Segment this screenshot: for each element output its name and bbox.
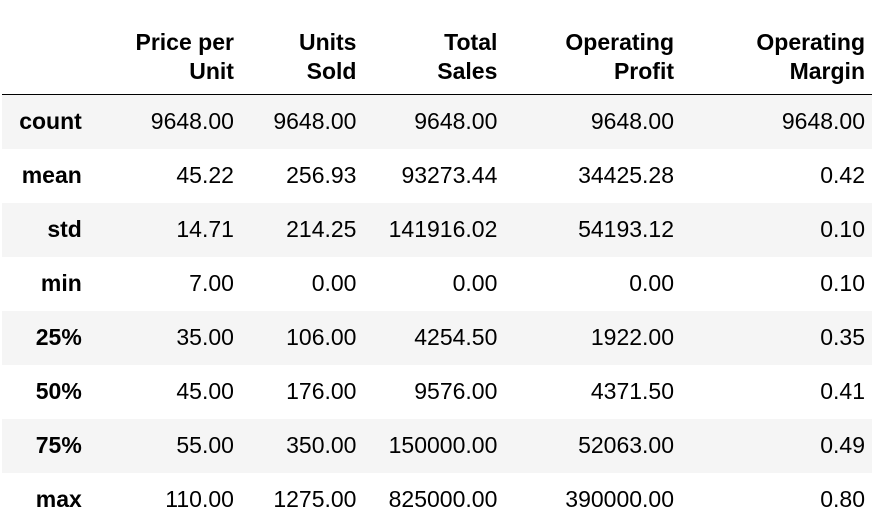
cell: 0.00 <box>452 270 498 296</box>
row-label-min: min <box>40 270 82 296</box>
table-row: mean 45.22 256.93 93273.44 34425.28 0.42 <box>2 149 872 203</box>
cell: 0.00 <box>311 270 357 296</box>
column-header-operating-profit: Operating Profit <box>504 0 682 95</box>
table-body: count 9648.00 9648.00 9648.00 9648.00 96… <box>2 94 872 527</box>
cell: 52063.00 <box>578 432 675 458</box>
column-header-price-per-unit: Price per Unit <box>89 0 241 95</box>
row-label-mean: mean <box>21 162 82 188</box>
cell: 93273.44 <box>401 162 498 188</box>
column-header-total-sales: Total Sales <box>363 0 505 95</box>
row-label-25-percent: 25% <box>35 324 82 350</box>
cell: 55.00 <box>176 432 234 458</box>
cell: 4254.50 <box>414 324 498 350</box>
cell: 0.41 <box>820 378 865 404</box>
cell: 9648.00 <box>273 108 357 135</box>
cell: 35.00 <box>176 324 234 350</box>
row-label-std: std <box>47 216 82 242</box>
cell: 54193.12 <box>578 216 675 242</box>
cell: 7.00 <box>189 270 234 296</box>
cell: 0.00 <box>629 270 675 296</box>
cell: 9648.00 <box>150 108 234 135</box>
cell: 9648.00 <box>590 108 675 135</box>
row-label-50-percent: 50% <box>35 378 82 404</box>
cell: 1922.00 <box>590 324 675 350</box>
cell: 0.80 <box>820 486 865 512</box>
cell: 4371.50 <box>590 378 675 404</box>
table-row: 75% 55.00 350.00 150000.00 52063.00 0.49 <box>2 418 872 473</box>
cell: 0.35 <box>820 324 865 350</box>
header-row: Price per Unit Units Sold Total Sales Op… <box>2 0 872 95</box>
cell: 214.25 <box>286 216 357 242</box>
cell: 45.00 <box>176 378 234 404</box>
row-label-75-percent: 75% <box>35 432 82 458</box>
cell: 9648.00 <box>414 108 498 135</box>
cell: 256.93 <box>286 162 357 188</box>
cell: 110.00 <box>165 486 234 512</box>
cell: 9576.00 <box>414 378 498 404</box>
cell: 1275.00 <box>273 486 357 512</box>
cell: 0.49 <box>820 432 865 458</box>
table-row: count 9648.00 9648.00 9648.00 9648.00 96… <box>2 94 872 149</box>
table-row: std 14.71 214.25 141916.02 54193.12 0.10 <box>2 202 872 257</box>
cell: 350.00 <box>286 432 357 458</box>
cell: 0.10 <box>820 270 865 296</box>
cell: 106.00 <box>286 324 357 350</box>
cell: 825000.00 <box>388 486 498 512</box>
cell: 0.42 <box>820 162 865 188</box>
cell: 9648.00 <box>781 108 865 135</box>
table-row: min 7.00 0.00 0.00 0.00 0.10 <box>2 257 872 311</box>
column-header-operating-margin: Operating Margin <box>681 0 872 95</box>
cell: 0.10 <box>820 216 865 242</box>
table-row: 50% 45.00 176.00 9576.00 4371.50 0.41 <box>2 365 872 419</box>
cell: 390000.00 <box>565 486 675 512</box>
row-label-count: count <box>19 108 82 135</box>
table-header: Price per Unit Units Sold Total Sales Op… <box>2 0 872 95</box>
table-row: 25% 35.00 106.00 4254.50 1922.00 0.35 <box>2 310 872 365</box>
column-header-units-sold: Units Sold <box>240 0 364 95</box>
cell: 141916.02 <box>388 216 498 242</box>
table-row: max 110.00 1275.00 825000.00 390000.00 0… <box>2 473 872 527</box>
cell: 150000.00 <box>388 432 498 458</box>
cell: 34425.28 <box>578 162 675 188</box>
cell: 176.00 <box>286 378 357 404</box>
index-header <box>2 0 90 95</box>
cell: 14.71 <box>176 216 234 242</box>
row-label-max: max <box>35 486 82 512</box>
cell: 45.22 <box>176 162 234 188</box>
